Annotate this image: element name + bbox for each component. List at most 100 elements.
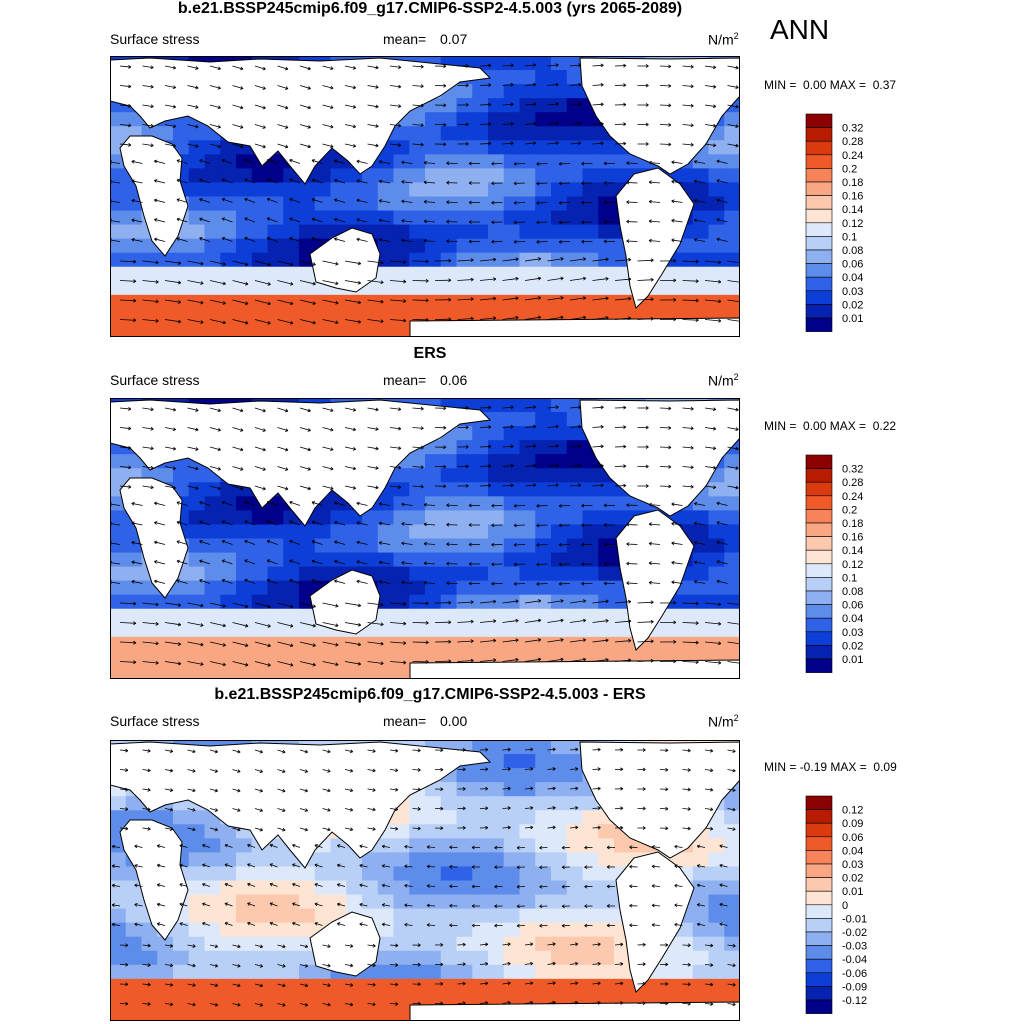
stress-vector	[569, 807, 579, 809]
stress-vector	[247, 844, 256, 848]
stress-vector	[592, 278, 609, 281]
stress-vector	[412, 407, 424, 410]
contour-cell	[251, 866, 269, 882]
stress-vector-head	[307, 105, 311, 110]
stress-vector	[479, 465, 492, 467]
stress-vector-head	[147, 943, 151, 948]
stress-vector-head	[244, 217, 248, 221]
contour-cell	[110, 280, 127, 296]
stress-vector-head	[217, 124, 221, 129]
stress-vector	[299, 104, 311, 109]
stress-vector-head	[468, 562, 472, 566]
stress-vector-head	[709, 826, 714, 831]
contour-cell	[472, 810, 489, 825]
stress-vector-head	[650, 658, 654, 663]
colorbar-swatch	[805, 509, 833, 524]
stress-vector	[187, 299, 204, 304]
stress-vector-head	[199, 520, 203, 525]
contour-cell	[708, 168, 725, 184]
stress-vector	[479, 600, 496, 604]
contour-cell	[377, 992, 395, 1008]
contour-cell	[251, 566, 269, 582]
contour-cell	[393, 664, 410, 679]
stress-vector-head	[494, 904, 498, 909]
contour-cell	[551, 880, 568, 896]
stress-vector-head	[530, 767, 534, 771]
contour-cell	[472, 398, 489, 413]
stress-vector	[164, 319, 181, 323]
contour-cell	[582, 810, 599, 825]
stress-vector-head	[222, 301, 226, 305]
stress-vector-head	[668, 464, 672, 469]
contour-cell	[425, 608, 442, 624]
stress-vector-head	[217, 466, 221, 471]
contour-cell	[566, 810, 584, 825]
contour-cell	[582, 838, 599, 853]
stress-vector	[727, 446, 739, 450]
stress-vector-head	[155, 641, 159, 646]
contour-cell	[456, 922, 473, 938]
contour-cell	[519, 510, 536, 526]
contour-cell	[503, 908, 521, 924]
stress-vector	[424, 504, 436, 506]
stress-vector-head	[330, 447, 334, 452]
stress-vector-head	[199, 159, 203, 163]
stress-vector	[637, 279, 654, 281]
stress-vector	[547, 600, 564, 604]
stress-vector-head	[111, 844, 116, 849]
stress-vector-head	[156, 863, 161, 868]
stress-vector	[513, 182, 526, 184]
stress-vector-head	[356, 521, 360, 525]
stress-vector	[269, 863, 278, 868]
contour-cell	[440, 252, 458, 268]
colorbar-swatch	[805, 468, 833, 483]
contour-cell	[724, 454, 740, 469]
contour-cell	[330, 524, 347, 540]
contour-cell	[362, 168, 379, 184]
stress-vector	[479, 982, 488, 985]
contour-cell	[551, 496, 568, 511]
contour-cell	[566, 852, 584, 868]
contour-cell	[692, 238, 710, 254]
contour-cell	[472, 908, 489, 924]
contour-cell	[661, 950, 678, 966]
contour-cell	[472, 238, 489, 254]
stress-vector-head	[603, 523, 607, 527]
stress-vector	[671, 161, 683, 164]
stress-vector-head	[493, 277, 497, 282]
stress-vector-head	[199, 178, 203, 183]
stress-vector	[704, 85, 716, 88]
panel-1-mean-label: mean=	[383, 31, 427, 47]
contour-cell	[409, 266, 426, 282]
stress-vector-head	[584, 884, 588, 889]
contour-cell	[267, 252, 284, 268]
contour-cell	[393, 636, 410, 652]
contour-cell	[551, 238, 568, 254]
stress-vector	[389, 827, 398, 830]
stress-vector	[221, 198, 233, 203]
contour-cell	[314, 650, 332, 666]
contour-cell	[614, 154, 631, 169]
stress-vector	[344, 983, 353, 986]
stress-vector-head	[336, 883, 341, 887]
stress-vector	[389, 641, 406, 644]
stress-vector-head	[510, 405, 514, 410]
contour-cell	[346, 524, 363, 540]
stress-vector-head	[289, 539, 293, 544]
stress-vector	[569, 142, 581, 145]
contour-cell	[267, 294, 284, 310]
stress-vector-head	[266, 578, 271, 583]
stress-vector-head	[155, 621, 159, 626]
stress-vector-head	[240, 86, 244, 90]
stress-vector-head	[312, 281, 316, 286]
stress-vector	[187, 446, 199, 450]
contour-cell	[267, 880, 284, 896]
stress-vector-head	[529, 981, 534, 986]
stress-vector-head	[262, 486, 266, 491]
stress-vector-head	[510, 63, 514, 68]
stress-vector	[727, 1003, 736, 1006]
contour-cell	[283, 196, 300, 212]
stress-vector	[119, 661, 136, 663]
stress-vector-head	[330, 466, 334, 471]
stress-vector-head	[150, 123, 154, 128]
